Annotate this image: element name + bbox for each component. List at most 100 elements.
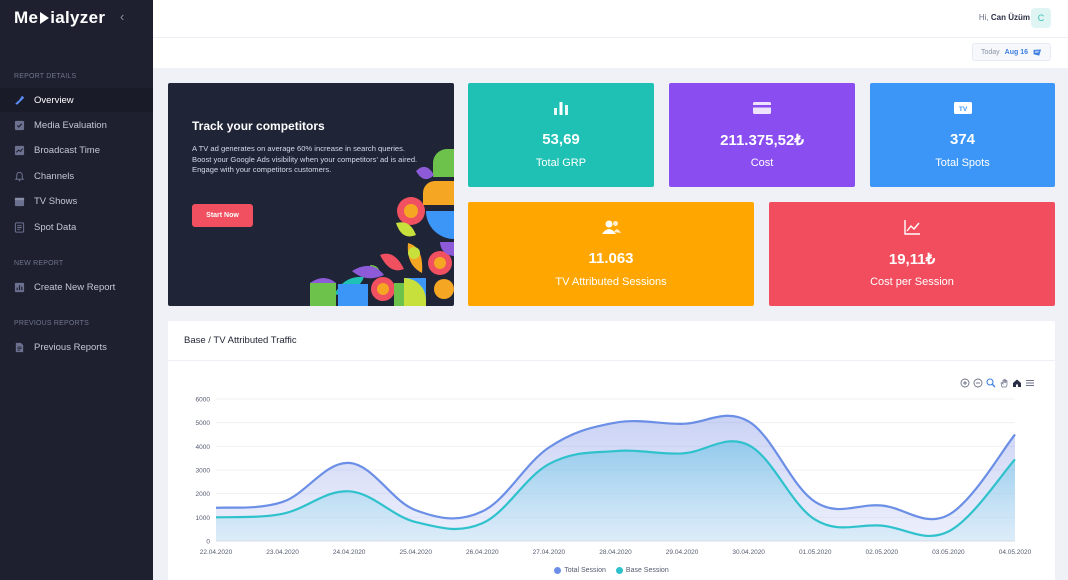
zoom-out-icon[interactable]	[973, 378, 983, 388]
zoom-in-icon[interactable]	[960, 378, 970, 388]
y-tick-label: 5000	[196, 420, 211, 427]
reset-home-icon[interactable]	[1012, 378, 1022, 388]
legend-item-total-session[interactable]: Total Session	[554, 567, 606, 574]
legend-marker	[554, 567, 562, 574]
menu-icon[interactable]	[1025, 378, 1035, 388]
kpi-card-cost: 211.375,52₺ Cost	[669, 83, 855, 187]
sidebar-item-previous-reports[interactable]: Previous Reports	[0, 335, 153, 359]
kpi-card-tv-attributed-sessions: 11.063 TV Attributed Sessions	[468, 202, 754, 306]
kpi-card-total-spots: TV 374 Total Spots	[870, 83, 1055, 187]
sidebar-item-media-evaluation[interactable]: Media Evaluation	[0, 113, 153, 137]
x-tick-label: 04.05.2020	[999, 549, 1032, 556]
logo-text-end: ialyzer	[50, 8, 106, 27]
sidebar-item-overview[interactable]: Overview	[0, 88, 153, 112]
line-base-session[interactable]	[215, 440, 1016, 537]
play-icon	[40, 12, 50, 24]
kpi-card-cost-per-session: 19,11₺ Cost per Session	[769, 202, 1055, 306]
y-tick-label: 1000	[196, 515, 211, 522]
section-previous-reports: PREVIOUS REPORTS	[14, 320, 90, 327]
kpi-label: Total GRP	[535, 157, 587, 169]
sidebar-item-label: Channels	[34, 170, 75, 182]
credit-card-icon	[753, 102, 771, 114]
app-logo[interactable]: Me ialyzer	[14, 6, 105, 30]
file-icon	[14, 342, 25, 353]
x-tick-label: 01.05.2020	[799, 549, 832, 556]
traffic-area-chart: 0 1000 2000 3000 4000 5000 6000 22.04.2020 23.04…	[196, 397, 1032, 557]
legend-marker	[615, 567, 623, 574]
collapse-sidebar-icon[interactable]: ‹	[120, 9, 125, 24]
date-bar: Today Aug 16	[153, 38, 1068, 68]
kpi-value: 19,11₺	[888, 251, 936, 268]
x-tick-label: 28.04.2020	[599, 549, 632, 556]
kpi-label: Cost per Session	[870, 276, 954, 288]
x-tick-label: 22.04.2020	[200, 549, 233, 556]
bell-icon	[14, 171, 25, 182]
line-chart-icon	[904, 220, 920, 235]
sidebar-item-label: TV Shows	[34, 195, 78, 207]
y-tick-label: 6000	[196, 397, 211, 404]
y-tick-label: 0	[206, 539, 210, 546]
x-tick-label: 26.04.2020	[466, 549, 499, 556]
bar-chart-icon	[554, 102, 568, 115]
svg-text:TV: TV	[958, 106, 967, 113]
sidebar-item-create-new-report[interactable]: Create New Report	[0, 275, 153, 299]
sidebar-item-label: Broadcast Time	[34, 144, 100, 156]
sidebar-item-label: Create New Report	[34, 281, 116, 293]
bar-chart-icon	[14, 282, 25, 293]
y-tick-label: 3000	[196, 468, 211, 475]
traffic-chart-panel: Base / TV Attributed Traffic 0 1000 2000 30…	[168, 321, 1055, 580]
sidebar-item-label: Media Evaluation	[34, 119, 107, 131]
panel-divider	[168, 360, 1055, 361]
rocket-icon	[14, 95, 25, 106]
avatar[interactable]: C	[1031, 8, 1051, 28]
line-total-session[interactable]	[215, 414, 1016, 521]
logo-text-start: Me	[14, 8, 39, 27]
date-value: Aug 16	[1004, 48, 1028, 56]
x-tick-label: 25.04.2020	[399, 549, 432, 556]
chart-panel-title: Base / TV Attributed Traffic	[184, 335, 297, 346]
sidebar-item-broadcast-time[interactable]: Broadcast Time	[0, 138, 153, 162]
promo-card: Track your competitors A TV ad generates…	[168, 83, 454, 306]
checkbox-icon	[14, 120, 25, 131]
legend-label: Base Session	[625, 567, 669, 574]
x-tick-label: 24.04.2020	[333, 549, 366, 556]
x-tick-label: 03.05.2020	[932, 549, 965, 556]
legend-label: Total Session	[564, 567, 606, 574]
date-picker[interactable]: Today Aug 16	[971, 43, 1051, 61]
sidebar-item-channels[interactable]: Channels	[0, 164, 153, 188]
sidebar-item-tv-shows[interactable]: TV Shows	[0, 189, 153, 213]
date-label: Today	[980, 48, 1000, 56]
users-icon	[602, 220, 621, 234]
chart-toolbar	[960, 378, 1035, 388]
x-tick-label: 02.05.2020	[866, 549, 899, 556]
x-tick-label: 23.04.2020	[266, 549, 299, 556]
promo-text: A TV ad generates on average 60% increas…	[192, 144, 418, 174]
chart-legend: Total Session Base Session	[168, 567, 1055, 574]
section-new-report: NEW REPORT	[14, 260, 64, 267]
area-base-session	[216, 441, 1015, 541]
legend-item-base-session[interactable]: Base Session	[615, 567, 669, 574]
user-greeting[interactable]: Hi, Can Üzüm	[979, 13, 1030, 22]
user-name: Can Üzüm	[990, 13, 1030, 22]
pan-hand-icon[interactable]	[999, 378, 1009, 388]
start-now-button[interactable]: Start Now	[192, 204, 253, 227]
x-tick-label: 27.04.2020	[533, 549, 566, 556]
calendar-icon	[1033, 48, 1041, 56]
tv-icon: TV	[953, 102, 972, 114]
promo-title: Track your competitors	[192, 119, 325, 133]
document-icon	[14, 221, 25, 233]
top-bar: Hi, Can Üzüm C	[153, 0, 1068, 38]
calendar-icon	[14, 196, 25, 207]
magnify-icon[interactable]	[986, 378, 996, 388]
kpi-value: 374	[949, 131, 976, 148]
y-tick-label: 4000	[196, 444, 211, 451]
kpi-card-total-grp: 53,69 Total GRP	[468, 83, 654, 187]
section-report-details: REPORT DETAILS	[14, 73, 77, 80]
sidebar-item-label: Overview	[34, 94, 74, 106]
x-tick-label: 29.04.2020	[666, 549, 699, 556]
sidebar-item-spot-data[interactable]: Spot Data	[0, 215, 153, 239]
kpi-label: TV Attributed Sessions	[555, 276, 667, 288]
greeting-prefix: Hi,	[978, 13, 989, 22]
y-tick-label: 2000	[196, 491, 211, 498]
kpi-value: 211.375,52₺	[720, 132, 804, 149]
